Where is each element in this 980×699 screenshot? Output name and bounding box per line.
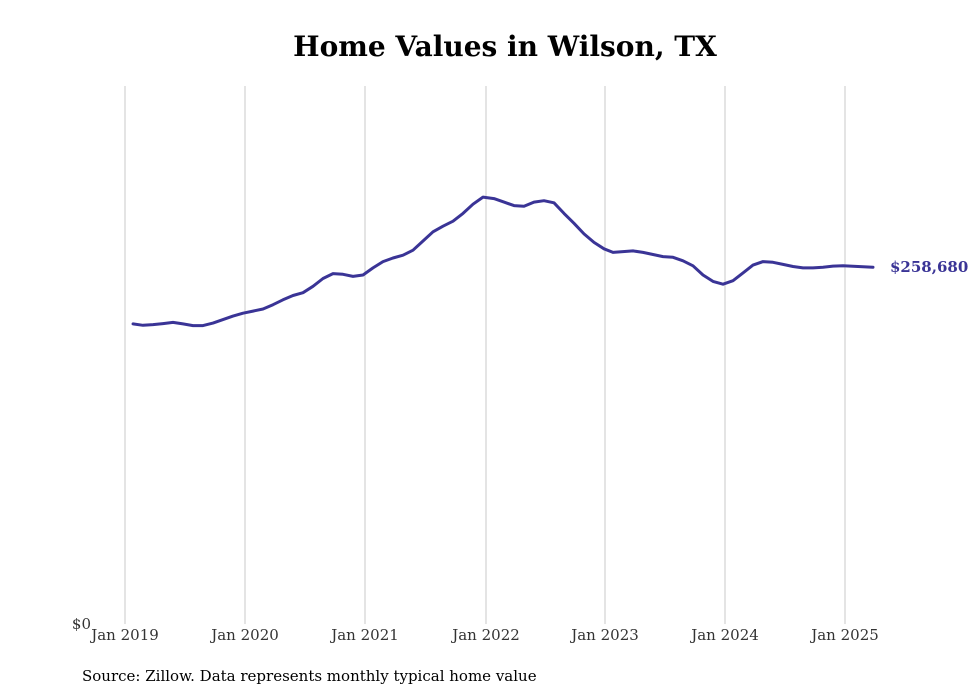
x-tick-label: Jan 2023 (569, 626, 639, 644)
x-tick-label: Jan 2025 (809, 626, 879, 644)
end-label-layer: $258,680 (890, 258, 968, 276)
x-axis-tick-labels: Jan 2019 Jan 2020 Jan 2021 Jan 2022 Jan 2023… (89, 626, 879, 644)
x-tick-label: Jan 2020 (209, 626, 279, 644)
y-axis-tick-labels: $0 (72, 615, 91, 633)
source-note: Source: Zillow. Data represents monthly … (82, 667, 537, 685)
x-tick-label: Jan 2024 (689, 626, 759, 644)
x-tick-label: Jan 2021 (329, 626, 399, 644)
chart-title: Home Values in Wilson, TX (293, 30, 717, 63)
home-value-line (131, 195, 875, 328)
line-chart: Jan 2019 Jan 2020 Jan 2021 Jan 2022 Jan 2023… (72, 86, 968, 644)
end-value-label: $258,680 (890, 258, 968, 276)
series-layer (131, 195, 875, 328)
y-tick-label: $0 (72, 615, 91, 633)
vertical-gridlines (124, 86, 846, 624)
x-tick-label: Jan 2022 (450, 626, 520, 644)
x-tick-label: Jan 2019 (89, 626, 159, 644)
